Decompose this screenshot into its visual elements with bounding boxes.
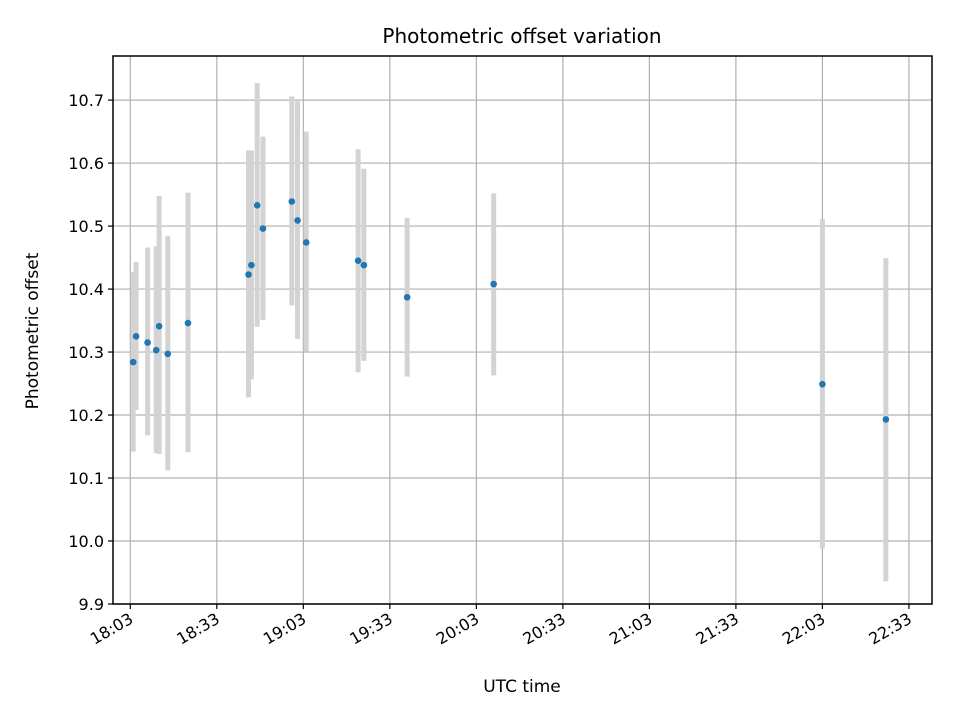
x-axis-title: UTC time xyxy=(483,677,561,697)
chart-title: Photometric offset variation xyxy=(382,24,661,48)
data-point xyxy=(288,198,296,205)
data-point xyxy=(259,225,267,232)
data-point xyxy=(354,257,362,265)
data-point xyxy=(490,280,497,288)
data-point xyxy=(403,293,411,301)
data-point xyxy=(253,201,261,209)
data-point xyxy=(245,271,252,278)
y-axis-title: Photometric offset xyxy=(23,252,43,409)
y-tick-label: 10.5 xyxy=(68,217,104,236)
y-tick-label: 9.9 xyxy=(79,595,104,614)
y-tick-label: 10.1 xyxy=(68,469,104,488)
data-point xyxy=(184,319,192,327)
data-point xyxy=(164,350,172,358)
data-point xyxy=(152,346,160,354)
data-point xyxy=(882,416,890,423)
y-tick-label: 10.2 xyxy=(68,406,104,425)
plot-frame xyxy=(112,55,933,605)
data-point xyxy=(129,358,137,366)
data-points xyxy=(129,198,890,423)
y-tick-label: 10.7 xyxy=(68,91,104,110)
data-point xyxy=(360,261,368,269)
plot-area xyxy=(113,56,932,604)
data-point xyxy=(302,239,310,246)
data-point xyxy=(294,217,301,224)
data-point xyxy=(819,380,826,388)
data-point xyxy=(144,339,151,346)
y-tick-label: 10.3 xyxy=(68,343,104,362)
y-tick-label: 10.0 xyxy=(68,532,104,551)
data-point xyxy=(155,322,163,330)
data-point xyxy=(248,261,255,269)
y-tick-label: 10.4 xyxy=(68,280,104,299)
y-tick-label: 10.6 xyxy=(68,154,104,173)
data-point xyxy=(132,332,140,340)
